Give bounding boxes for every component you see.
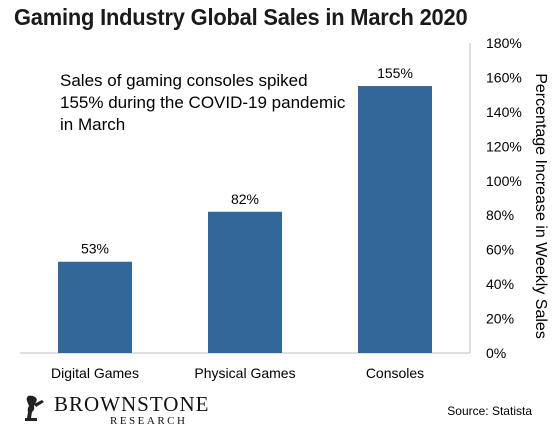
logo-subtitle: RESEARCH	[110, 415, 188, 427]
x-tick-label: Digital Games	[51, 365, 139, 381]
y-tick-label: 180%	[486, 35, 522, 51]
chart-annotation: Sales of gaming consoles spiked 155% dur…	[60, 71, 346, 134]
brownstone-logo: BROWNSTONE RESEARCH	[22, 390, 222, 430]
bar	[58, 261, 132, 353]
bar-value-label: 82%	[231, 191, 259, 207]
y-tick-label: 0%	[486, 345, 506, 361]
y-tick-label: 40%	[486, 276, 514, 292]
y-tick-label: 100%	[486, 173, 522, 189]
x-tick-label: Physical Games	[194, 365, 295, 381]
y-axis-label: Percentage Increase in Weekly Sales	[532, 73, 549, 339]
bar	[358, 86, 432, 354]
y-tick-label: 80%	[486, 207, 514, 223]
x-tick-label: Consoles	[366, 365, 424, 381]
y-tick-label: 20%	[486, 311, 514, 327]
bar-value-label: 53%	[81, 241, 109, 257]
y-tick-label: 160%	[486, 69, 522, 85]
y-tick-label: 120%	[486, 138, 522, 154]
bar-value-label: 155%	[377, 65, 413, 81]
y-tick-label: 60%	[486, 242, 514, 258]
source-note: Source: Statista	[447, 404, 532, 418]
chart-title: Gaming Industry Global Sales in March 20…	[14, 4, 468, 30]
bar	[208, 211, 282, 353]
brownstone-emblem-icon	[25, 395, 44, 421]
y-tick-label: 140%	[486, 104, 522, 120]
logo-wordmark: BROWNSTONE	[54, 392, 210, 416]
